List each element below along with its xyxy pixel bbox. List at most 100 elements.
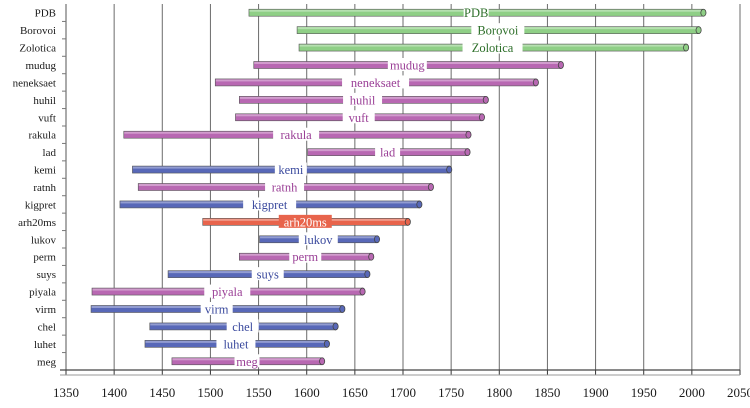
y-tick-label: lukov (31, 234, 57, 246)
x-tick-label: 1700 (390, 385, 416, 400)
x-tick-label: 1550 (246, 385, 272, 400)
bar-cap (339, 305, 346, 313)
y-tick-label: Zolotica (19, 43, 56, 55)
bar-label: PDB (464, 6, 488, 20)
y-tick-label: mudug (25, 60, 56, 72)
x-tick-label: 1600 (294, 385, 320, 400)
x-axis: 1350 1400 1450 1500 1550 1600 1650 1700 1750 1800… (53, 369, 750, 400)
bar-label: piyala (212, 285, 243, 299)
bar-label-bg (471, 23, 525, 37)
bar-cap (464, 148, 471, 157)
bar-lukov: lukov (259, 232, 381, 247)
bar-label-bg (298, 232, 338, 246)
bar-cap (427, 183, 434, 191)
bar-label-bg (342, 110, 375, 124)
bar-kemi: kemi (132, 162, 453, 177)
bar-label: luhet (223, 337, 249, 351)
bar-label: ratnh (272, 181, 298, 195)
x-tick-label: 1450 (149, 385, 175, 400)
y-tick-label: luhet (34, 339, 56, 351)
bar-label-bg (274, 162, 307, 176)
x-tick-label: 2000 (679, 385, 705, 400)
bar-label-bg (387, 58, 427, 71)
bar-label-bg (375, 145, 401, 159)
bar-cap (557, 61, 564, 69)
bar-cap (364, 270, 371, 279)
bar-label-bg (216, 336, 256, 350)
bar-label: arh20ms (284, 215, 327, 229)
bar-rakula: rakula (123, 127, 472, 142)
y-tick-label: kemi (34, 165, 56, 177)
bar-label: Borovoi (477, 24, 519, 38)
bar-label-bg (278, 214, 332, 228)
bar-PDB: PDB (248, 5, 707, 20)
bar-cap (700, 8, 707, 17)
bar-cap (416, 200, 423, 209)
bar-huhil: huhil (239, 92, 489, 107)
bar-label: huhil (350, 93, 376, 107)
bar-label-bg (289, 249, 322, 263)
bar-virm: virm (90, 302, 346, 317)
bar-label-bg (251, 267, 284, 281)
bar-cap (446, 165, 453, 174)
bar-label: neneksaet (351, 76, 401, 90)
bar-label-bg (200, 302, 233, 315)
bar-Borovoi: Borovoi (296, 23, 702, 38)
bars: PDB Borovoi Zolotica mudug neneksaet huhil vuf… (90, 5, 707, 369)
bar-label: lukov (304, 233, 333, 247)
bar-cap (478, 113, 485, 122)
y-tick-label: huhil (33, 95, 56, 107)
bar-label: lad (380, 146, 396, 160)
bar-label-bg (462, 40, 523, 54)
bar-kigpret: kigpret (119, 197, 423, 212)
y-tick-label: rakula (29, 130, 57, 142)
bar-label: suys (257, 268, 279, 282)
y-tick-label: neneksaet (13, 77, 56, 89)
x-tick-label: 1800 (486, 385, 512, 400)
bar-label-bg (243, 197, 297, 211)
y-tick-label: meg (37, 356, 56, 368)
y-tick-label: kigpret (25, 199, 56, 211)
y-tick-label: virm (35, 304, 56, 316)
bar-label-bg (226, 319, 259, 333)
x-tick-label: 1400 (101, 385, 127, 400)
x-tick-label: 2050 (727, 385, 750, 400)
bar-cap (368, 252, 375, 261)
y-tick-label: piyala (29, 287, 56, 299)
y-axis-labels: PDB Borovoi Zolotica mudug neneksaet huhil vuf… (13, 8, 57, 369)
y-tick-label: vuft (38, 112, 56, 124)
bar-cap (465, 130, 472, 139)
bar-label: meg (236, 355, 258, 369)
x-tick-label: 1350 (53, 385, 79, 400)
y-tick-label: Borovoi (20, 25, 56, 37)
y-tick-label: ratnh (33, 182, 56, 194)
bar-cap (374, 235, 381, 244)
bar-mudug: mudug (253, 58, 564, 73)
bar-ratnh: ratnh (137, 180, 434, 195)
bar-label: kigpret (252, 198, 288, 212)
bar-label: vuft (349, 111, 370, 125)
bar-label: virm (205, 303, 229, 317)
bar-cap (532, 78, 539, 87)
bar-label-bg (265, 180, 305, 193)
y-tick-label: perm (33, 252, 56, 264)
bar-luhet: luhet (144, 336, 330, 351)
bar-perm: perm (239, 249, 375, 264)
y-tick-label: suys (36, 269, 56, 281)
bar-cap (359, 287, 366, 296)
y-tick-label: arh20ms (18, 217, 56, 229)
bar-neneksaet: neneksaet (214, 75, 539, 90)
bar-cap (695, 26, 702, 35)
bar-cap (319, 357, 326, 366)
bar-Zolotica: Zolotica (298, 40, 690, 55)
bar-label: chel (232, 320, 253, 334)
bar-suys: suys (167, 267, 371, 282)
x-tick-label: 1850 (534, 385, 560, 400)
x-tick-label: 1750 (438, 385, 464, 400)
bar-arh20ms: arh20ms (202, 214, 411, 229)
bar-label-bg (463, 5, 489, 19)
bar-meg: meg (171, 354, 326, 369)
bar-piyala: piyala (91, 284, 366, 299)
y-tick-label: lad (43, 147, 57, 159)
